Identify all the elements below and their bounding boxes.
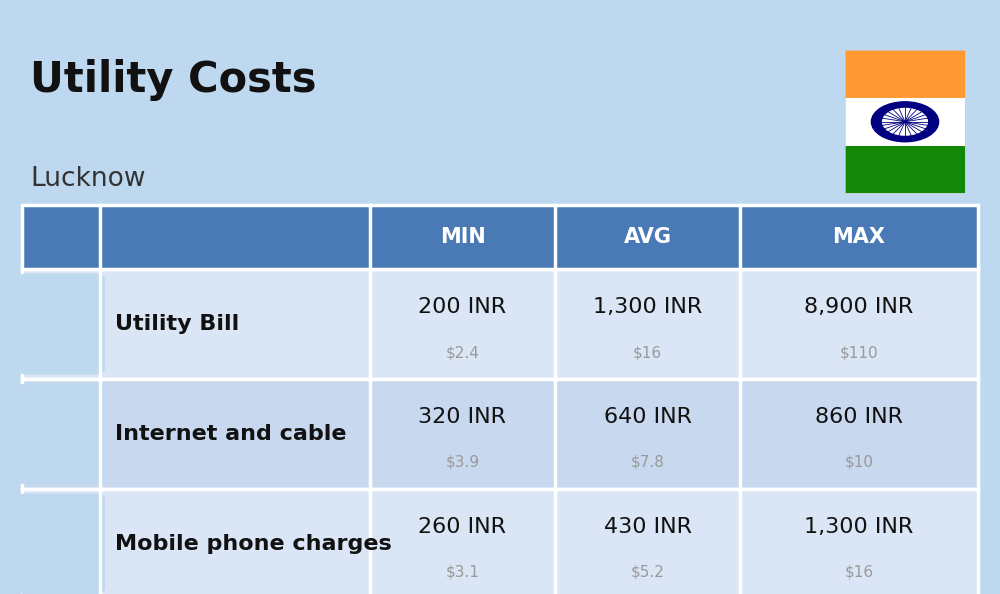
FancyBboxPatch shape — [22, 269, 978, 379]
FancyBboxPatch shape — [22, 489, 978, 594]
Text: Internet and cable: Internet and cable — [115, 424, 347, 444]
Text: $5.2: $5.2 — [631, 565, 664, 580]
Text: $7.8: $7.8 — [631, 455, 664, 470]
Text: 860 INR: 860 INR — [815, 407, 903, 427]
FancyBboxPatch shape — [17, 274, 105, 375]
Circle shape — [883, 109, 927, 135]
Text: 260 INR: 260 INR — [418, 517, 507, 537]
Text: $10: $10 — [844, 455, 874, 470]
Circle shape — [871, 102, 939, 142]
Text: $2.4: $2.4 — [446, 345, 479, 360]
Text: Mobile phone charges: Mobile phone charges — [115, 534, 392, 554]
Text: AVG: AVG — [624, 227, 672, 247]
Text: Utility Costs: Utility Costs — [30, 59, 316, 102]
Text: $16: $16 — [844, 565, 874, 580]
Text: 320 INR: 320 INR — [418, 407, 507, 427]
Text: 1,300 INR: 1,300 INR — [804, 517, 914, 537]
Text: $110: $110 — [840, 345, 878, 360]
Text: Lucknow: Lucknow — [30, 166, 146, 192]
Text: MIN: MIN — [440, 227, 485, 247]
Text: Utility Bill: Utility Bill — [115, 314, 239, 334]
Text: 8,900 INR: 8,900 INR — [804, 298, 914, 317]
FancyBboxPatch shape — [17, 384, 105, 484]
FancyBboxPatch shape — [845, 146, 965, 193]
FancyBboxPatch shape — [22, 379, 978, 489]
Text: MAX: MAX — [832, 227, 886, 247]
FancyBboxPatch shape — [845, 98, 965, 146]
Text: 200 INR: 200 INR — [418, 298, 507, 317]
FancyBboxPatch shape — [17, 493, 105, 594]
Text: 430 INR: 430 INR — [604, 517, 692, 537]
Text: 640 INR: 640 INR — [604, 407, 692, 427]
FancyBboxPatch shape — [22, 205, 978, 269]
Text: $16: $16 — [633, 345, 662, 360]
FancyBboxPatch shape — [845, 50, 965, 98]
Text: $3.1: $3.1 — [446, 565, 480, 580]
Text: 1,300 INR: 1,300 INR — [593, 298, 702, 317]
Text: $3.9: $3.9 — [445, 455, 480, 470]
